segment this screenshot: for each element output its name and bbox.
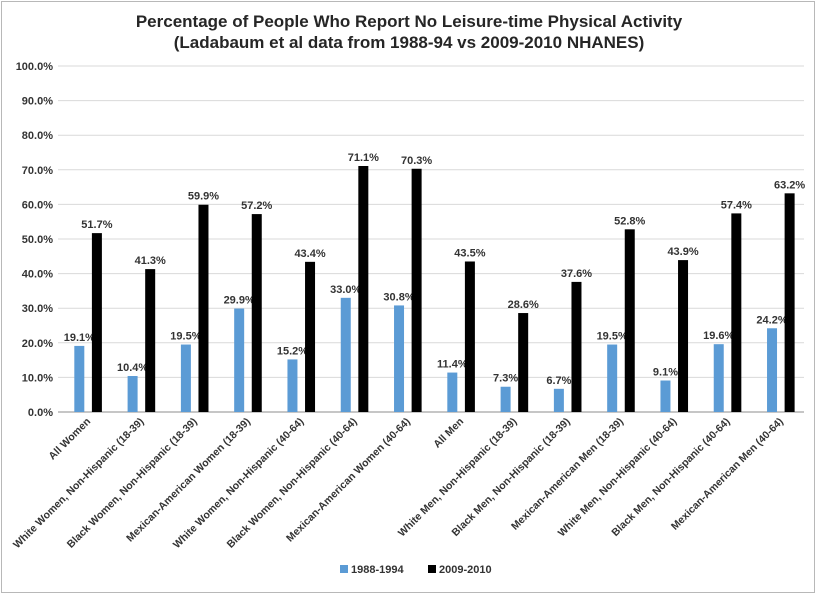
- data-label: 57.4%: [721, 199, 752, 211]
- y-tick-label: 40.0%: [22, 269, 53, 281]
- data-label: 43.5%: [454, 247, 485, 259]
- y-tick-label: 20.0%: [22, 338, 53, 350]
- data-label: 6.7%: [546, 375, 571, 387]
- data-label: 19.5%: [170, 331, 201, 343]
- bar-1988-1994: [500, 386, 511, 412]
- y-tick-label: 90.0%: [22, 96, 53, 108]
- bar-2009-2010: [731, 213, 742, 412]
- bar-1988-1994: [234, 308, 245, 412]
- bar-2009-2010: [145, 269, 156, 412]
- data-label: 70.3%: [401, 155, 432, 167]
- bar-2009-2010: [678, 260, 689, 412]
- bar-1988-1994: [767, 328, 778, 412]
- data-label: 59.9%: [188, 191, 219, 203]
- bar-2009-2010: [518, 313, 529, 412]
- bar-1988-1994: [607, 344, 618, 412]
- y-tick-label: 50.0%: [22, 234, 53, 246]
- x-tick-label: All Men: [431, 416, 466, 451]
- data-label: 24.2%: [756, 314, 787, 326]
- data-label: 33.0%: [330, 284, 361, 296]
- data-label: 29.9%: [224, 295, 255, 307]
- legend-swatch: [428, 565, 436, 573]
- data-label: 43.9%: [667, 246, 698, 258]
- x-tick-label: Black Men, Non-Hispanic (18-39): [450, 416, 573, 539]
- data-label: 71.1%: [348, 152, 379, 164]
- data-label: 30.8%: [383, 291, 414, 303]
- y-tick-label: 10.0%: [22, 372, 53, 384]
- data-label: 51.7%: [81, 219, 112, 231]
- data-label: 57.2%: [241, 200, 272, 212]
- bar-2009-2010: [198, 204, 209, 412]
- bar-1988-1994: [394, 305, 405, 412]
- x-tick-label: Mexican-American Men (40-64): [669, 416, 786, 533]
- data-label: 10.4%: [117, 362, 148, 374]
- bar-2009-2010: [784, 193, 795, 412]
- bar-2009-2010: [358, 165, 369, 412]
- data-label: 11.4%: [437, 359, 468, 371]
- bar-1988-1994: [713, 344, 724, 412]
- legend-swatch: [340, 565, 348, 573]
- data-label: 63.2%: [774, 179, 805, 191]
- data-label: 19.6%: [703, 330, 734, 342]
- bar-1988-1994: [660, 380, 671, 412]
- bar-2009-2010: [91, 233, 102, 412]
- bar-1988-1994: [340, 297, 351, 412]
- y-tick-label: 80.0%: [22, 130, 53, 142]
- data-label: 37.6%: [561, 268, 592, 280]
- legend-entry: 2009-2010: [439, 564, 492, 576]
- y-tick-label: 30.0%: [22, 303, 53, 315]
- bar-1988-1994: [447, 372, 458, 412]
- x-tick-label: White Men, Non-Hispanic (18-39): [396, 416, 520, 540]
- x-tick-label: All Women: [46, 416, 93, 463]
- data-label: 28.6%: [508, 299, 539, 311]
- data-label: 9.1%: [653, 367, 678, 379]
- bar-1988-1994: [553, 388, 564, 412]
- bar-1988-1994: [180, 344, 191, 412]
- bar-2009-2010: [464, 261, 475, 412]
- bar-2009-2010: [411, 168, 422, 412]
- bar-2009-2010: [624, 229, 635, 412]
- data-label: 43.4%: [294, 248, 325, 260]
- data-label: 7.3%: [493, 373, 518, 385]
- x-tick-label: Mexican-American Men (18-39): [509, 416, 626, 533]
- y-tick-label: 70.0%: [22, 165, 53, 177]
- data-label: 15.2%: [277, 345, 308, 357]
- chart-subtitle: (Ladabaum et al data from 1988-94 vs 200…: [173, 33, 645, 52]
- bar-1988-1994: [74, 345, 85, 412]
- y-tick-label: 0.0%: [28, 407, 53, 419]
- bar-2009-2010: [251, 214, 262, 412]
- legend-entry: 1988-1994: [351, 564, 404, 576]
- bar-1988-1994: [127, 376, 138, 412]
- data-label: 41.3%: [135, 255, 166, 267]
- bar-2009-2010: [305, 261, 316, 412]
- x-tick-label: Black Men, Non-Hispanic (40-64): [609, 416, 732, 539]
- x-tick-label: White Men, Non-Hispanic (40-64): [556, 416, 680, 540]
- bar-1988-1994: [287, 359, 298, 412]
- y-tick-label: 100.0%: [16, 61, 54, 73]
- data-label: 52.8%: [614, 215, 645, 227]
- data-label: 19.1%: [64, 332, 95, 344]
- data-label: 19.5%: [597, 331, 628, 343]
- bar-2009-2010: [571, 281, 582, 412]
- chart-title: Percentage of People Who Report No Leisu…: [135, 12, 683, 31]
- y-tick-label: 60.0%: [22, 199, 53, 211]
